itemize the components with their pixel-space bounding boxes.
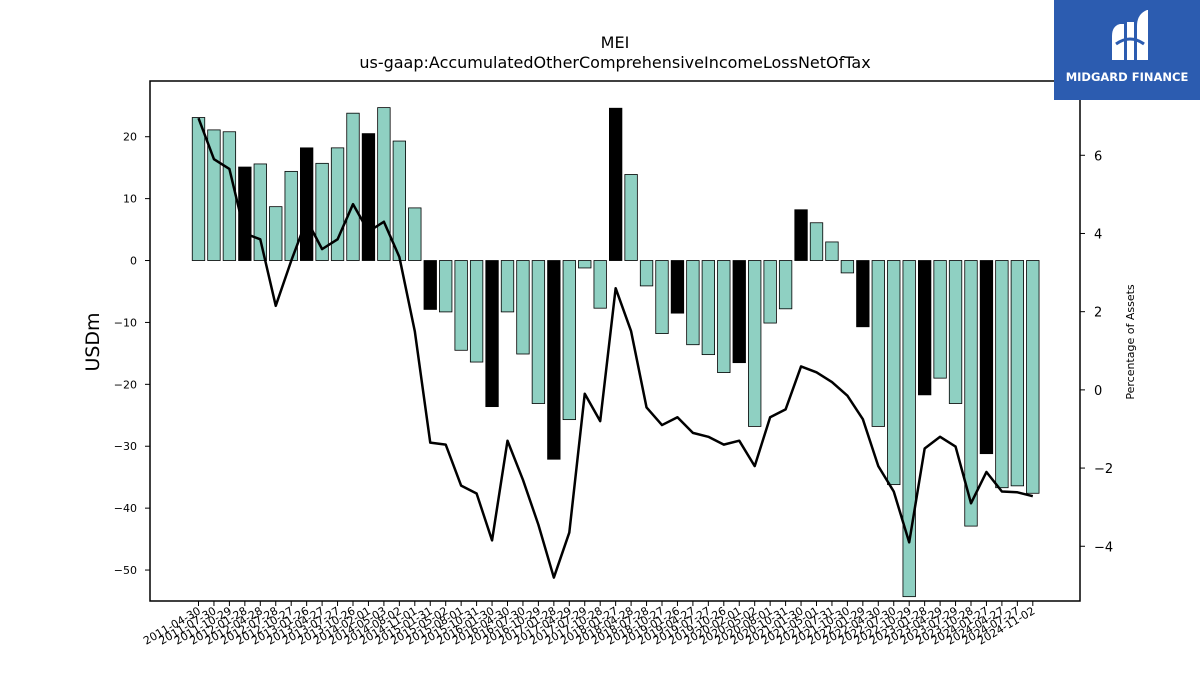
bar [717,260,731,373]
bar [748,260,762,427]
y-tick-label: −20 [114,378,137,391]
bar [423,260,437,310]
line-series [197,117,1034,579]
bar [222,131,237,261]
bar [840,260,855,274]
bar [609,107,623,261]
bar [191,117,206,261]
y-tick-label: 0 [130,255,137,268]
bar [454,260,468,351]
bar [918,260,932,396]
bar [670,260,685,314]
bar [593,260,607,309]
bar [624,174,638,261]
y-axis-label: USDm [82,312,104,371]
y2-tick-label: −4 [1094,540,1113,555]
bar [778,260,793,310]
y-tick-label: 20 [123,131,137,144]
y-tick-label: 10 [123,193,137,206]
bar [269,206,283,261]
bar [948,260,963,404]
line-group [197,117,1034,579]
bar [361,133,376,261]
y2-tick-label: 4 [1094,227,1102,242]
y2-tick-label: 0 [1094,384,1102,399]
y2-tick-label: −2 [1094,462,1113,477]
bar [995,260,1009,489]
bar [856,260,870,328]
bar [732,260,746,364]
bar [469,260,484,363]
bar [701,260,715,356]
bar [346,112,360,261]
bar [871,260,885,427]
bar [299,147,314,261]
bar [1010,260,1024,487]
bar [639,260,654,287]
brand-logo: MIDGARD FINANCE [1054,0,1200,100]
bar [392,140,407,261]
chart-subtitle: us-gaap:AccumulatedOtherComprehensiveInc… [359,53,870,72]
bar [547,260,561,460]
bar [377,107,391,261]
y-tick-label: −40 [114,502,137,515]
bar [531,260,546,404]
bar [887,260,901,486]
bar [500,260,515,313]
bar [964,260,978,527]
bar [979,260,994,455]
bar [439,260,453,313]
bar [253,163,267,261]
y-tick-label: −50 [114,564,137,577]
bar [655,260,669,334]
bars-group [191,107,1040,598]
bar [902,260,916,598]
y2-axis-label: Percentage of Assets [1124,284,1137,400]
bar [578,260,592,269]
y2-tick-label: 6 [1094,149,1102,164]
y-tick-label: −30 [114,440,137,453]
plot-frame [149,80,1081,602]
bar [1026,260,1040,494]
bar [516,260,530,355]
bar [562,260,576,421]
bar [238,166,252,261]
bar [408,207,422,261]
y-tick-label: −10 [114,316,137,329]
bar [794,209,808,261]
bar [686,260,700,346]
bar [315,162,329,261]
bar [825,241,839,261]
logo-icon [1112,10,1148,60]
chart-title: MEI [601,33,630,52]
bar [485,260,499,408]
bar [330,147,345,261]
bar [809,222,824,261]
bar [933,260,947,379]
y2-tick-label: 2 [1094,306,1102,321]
brand-name: MIDGARD FINANCE [1065,70,1189,84]
bar [763,260,777,324]
